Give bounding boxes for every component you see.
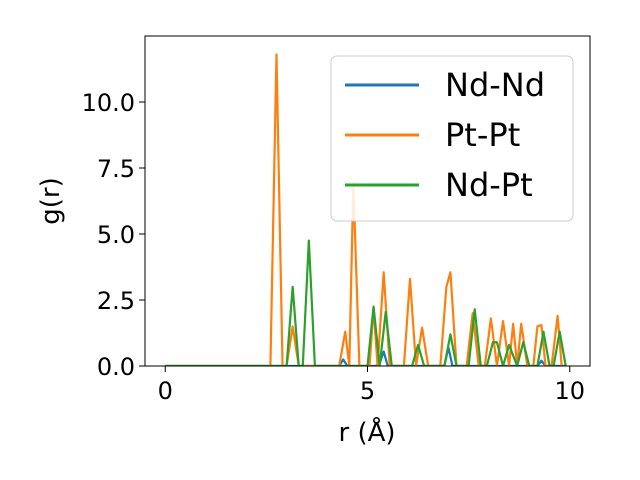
- legend-box: [330, 55, 574, 222]
- y-tick-label: 7.5: [97, 155, 135, 183]
- legend: Nd-Nd Pt-Pt Nd-Pt: [330, 55, 574, 222]
- x-axis-label: r (Å): [338, 416, 395, 448]
- x-tick-label: 10: [554, 377, 585, 405]
- x-tick-label: 5: [360, 377, 375, 405]
- y-tick-label: 5.0: [97, 221, 135, 249]
- legend-label-nd-nd: Nd-Nd: [445, 66, 545, 104]
- legend-label-nd-pt: Nd-Pt: [445, 166, 533, 204]
- plot-area: [165, 53, 567, 366]
- legend-label-pt-pt: Pt-Pt: [445, 116, 520, 154]
- series-line-nd-pt: [165, 239, 567, 366]
- y-axis-ticks: 0.0 2.5 5.0 7.5 10.0: [82, 89, 145, 381]
- x-tick-label: 0: [158, 377, 173, 405]
- y-axis-label: g(r): [36, 177, 66, 224]
- x-axis-ticks: 0 5 10: [158, 366, 585, 405]
- y-tick-label: 10.0: [82, 89, 135, 117]
- series-layer: [165, 53, 567, 366]
- y-tick-label: 0.0: [97, 353, 135, 381]
- y-tick-label: 2.5: [97, 287, 135, 315]
- series-line-nd-nd: [165, 346, 566, 366]
